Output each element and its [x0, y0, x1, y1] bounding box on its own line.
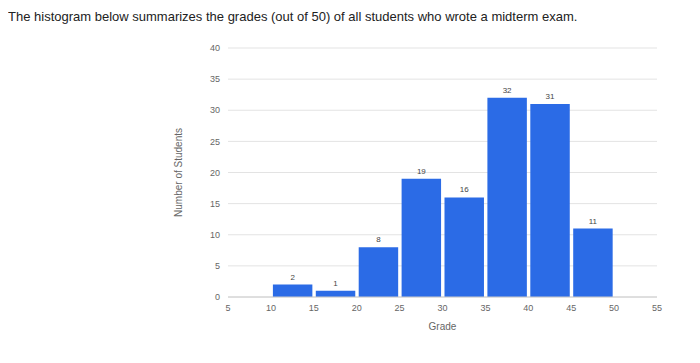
- svg-text:31: 31: [546, 92, 555, 101]
- svg-text:15: 15: [210, 199, 220, 209]
- svg-text:Grade: Grade: [429, 321, 457, 332]
- svg-text:35: 35: [480, 303, 490, 313]
- svg-text:15: 15: [309, 303, 319, 313]
- svg-text:16: 16: [460, 185, 469, 194]
- svg-text:25: 25: [210, 137, 220, 147]
- svg-text:10: 10: [266, 303, 276, 313]
- svg-text:1: 1: [333, 279, 338, 288]
- svg-text:25: 25: [395, 303, 405, 313]
- svg-text:0: 0: [215, 292, 220, 302]
- svg-text:5: 5: [225, 303, 230, 313]
- svg-text:30: 30: [437, 303, 447, 313]
- svg-text:11: 11: [589, 217, 598, 226]
- svg-text:8: 8: [376, 235, 381, 244]
- svg-text:40: 40: [523, 303, 533, 313]
- svg-text:35: 35: [210, 74, 220, 84]
- svg-text:Number of Students: Number of Students: [173, 128, 184, 217]
- svg-text:55: 55: [652, 303, 662, 313]
- svg-text:45: 45: [566, 303, 576, 313]
- svg-text:10: 10: [210, 230, 220, 240]
- svg-text:20: 20: [210, 168, 220, 178]
- svg-text:19: 19: [417, 167, 426, 176]
- svg-text:30: 30: [210, 105, 220, 115]
- svg-text:20: 20: [352, 303, 362, 313]
- svg-text:5: 5: [215, 261, 220, 271]
- html-text:The histogram below summarizes: The histogram below summarizes the grade…: [8, 9, 578, 24]
- svg-text:32: 32: [503, 86, 512, 95]
- svg-text:50: 50: [609, 303, 619, 313]
- svg-text:40: 40: [210, 43, 220, 53]
- svg-text:2: 2: [290, 273, 295, 282]
